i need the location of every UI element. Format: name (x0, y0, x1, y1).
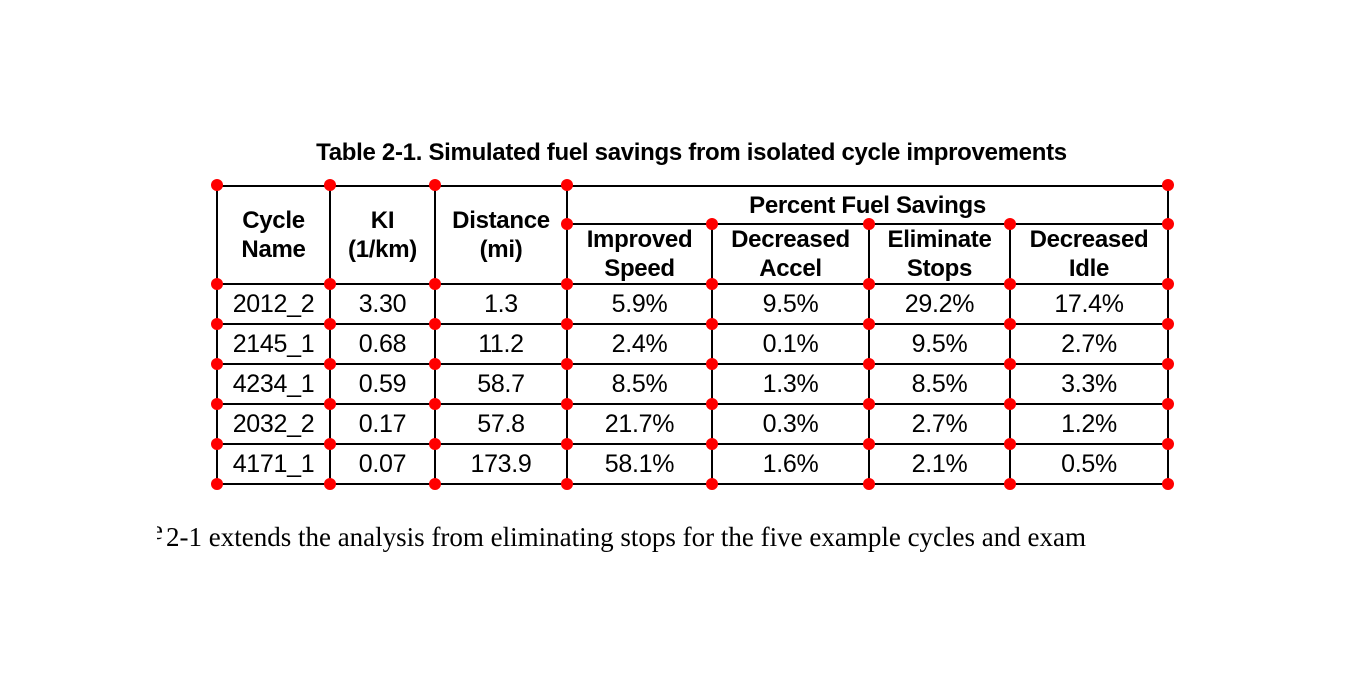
cell-decreased-idle: 0.5% (1008, 443, 1170, 485)
col-header-improved-speed: Improved Speed (566, 223, 713, 285)
cell-decreased-accel: 1.3% (711, 363, 870, 405)
cell-decreased-accel: 1.6% (711, 443, 870, 485)
cell-eliminate-stops: 8.5% (868, 363, 1011, 405)
table-header-row-sub: Improved Speed Decreased Accel Eliminate… (217, 223, 1170, 285)
col-header-decreased-idle: Decreased Idle (1008, 223, 1170, 285)
cell-distance: 58.7 (434, 363, 568, 405)
clipped-word-fragment: e (157, 515, 163, 546)
header-line-2: Idle (1068, 255, 1110, 282)
header-line-1: Distance (452, 207, 550, 234)
header-line-2: Speed (604, 255, 675, 282)
cell-cycle-name: 4171_1 (216, 443, 331, 485)
cell-ki: 0.68 (329, 323, 436, 365)
cell-cycle-name: 2012_2 (216, 283, 331, 325)
cell-ki: 3.30 (329, 283, 436, 325)
cell-improved-speed: 58.1% (566, 443, 713, 485)
col-header-cycle-name: Cycle Name (216, 185, 331, 285)
header-line-1: Decreased (731, 226, 850, 253)
cell-eliminate-stops: 29.2% (868, 283, 1011, 325)
table-row: 2032_2 0.17 57.8 21.7% 0.3% 2.7% 1.2% (216, 403, 1170, 445)
cell-decreased-idle: 1.2% (1008, 403, 1170, 445)
body-paragraph-text: 2-1 extends the analysis from eliminatin… (166, 522, 1086, 552)
cell-improved-speed: 5.9% (566, 283, 713, 325)
table-row: 4234_1 0.59 58.7 8.5% 1.3% 8.5% 3.3% (216, 363, 1170, 405)
table-row: 4171_1 0.07 173.9 58.1% 1.6% 2.1% 0.5% (216, 443, 1170, 485)
cell-distance: 1.3 (434, 283, 568, 325)
header-line-1: Improved (586, 226, 693, 253)
header-line-1: KI (370, 207, 395, 234)
clipped-letter: e (157, 515, 163, 545)
col-group-header-percent-fuel-savings: Percent Fuel Savings (565, 185, 1170, 225)
table-header-row-group: Cycle Name KI (1/km) Distance (mi) Perce… (216, 185, 1170, 285)
cell-distance: 173.9 (434, 443, 568, 485)
cell-distance: 57.8 (434, 403, 568, 445)
header-line-2: Stops (906, 255, 973, 282)
header-line-1: Cycle (242, 207, 305, 234)
col-header-distance: Distance (mi) (434, 185, 568, 285)
body-paragraph: e 2-1 extends the analysis from eliminati… (157, 515, 1086, 553)
header-line-2: Accel (759, 255, 822, 282)
table-row: 2012_2 3.30 1.3 5.9% 9.5% 29.2% 17.4% (216, 283, 1170, 325)
cell-ki: 0.07 (329, 443, 436, 485)
header-line-2: Name (241, 236, 306, 263)
header-line-1: Decreased (1029, 226, 1149, 253)
cell-cycle-name: 4234_1 (216, 363, 331, 405)
cell-decreased-accel: 9.5% (711, 283, 870, 325)
col-header-ki: KI (1/km) (329, 185, 436, 285)
cell-improved-speed: 21.7% (566, 403, 713, 445)
header-line-2: (mi) (479, 236, 523, 263)
cell-cycle-name: 2145_1 (216, 323, 331, 365)
fuel-savings-table: Cycle Name KI (1/km) Distance (mi) Perce… (216, 185, 1170, 485)
cell-decreased-accel: 0.3% (711, 403, 870, 445)
header-line-2: (1/km) (348, 236, 417, 263)
cell-ki: 0.17 (329, 403, 436, 445)
col-header-decreased-accel: Decreased Accel (711, 223, 870, 285)
cell-eliminate-stops: 2.1% (868, 443, 1011, 485)
cell-decreased-idle: 17.4% (1008, 283, 1170, 325)
cell-decreased-idle: 2.7% (1008, 323, 1170, 365)
table-caption: Table 2-1. Simulated fuel savings from i… (316, 139, 1067, 166)
cell-decreased-accel: 0.1% (711, 323, 870, 365)
cell-improved-speed: 2.4% (566, 323, 713, 365)
cell-cycle-name: 2032_2 (216, 403, 331, 445)
col-header-eliminate-stops: Eliminate Stops (868, 223, 1011, 285)
header-line-1: Eliminate (887, 226, 992, 253)
cell-ki: 0.59 (329, 363, 436, 405)
cell-eliminate-stops: 2.7% (868, 403, 1011, 445)
table-row: 2145_1 0.68 11.2 2.4% 0.1% 9.5% 2.7% (216, 323, 1170, 365)
cell-distance: 11.2 (434, 323, 568, 365)
cell-improved-speed: 8.5% (566, 363, 713, 405)
cell-eliminate-stops: 9.5% (868, 323, 1011, 365)
cell-decreased-idle: 3.3% (1008, 363, 1170, 405)
